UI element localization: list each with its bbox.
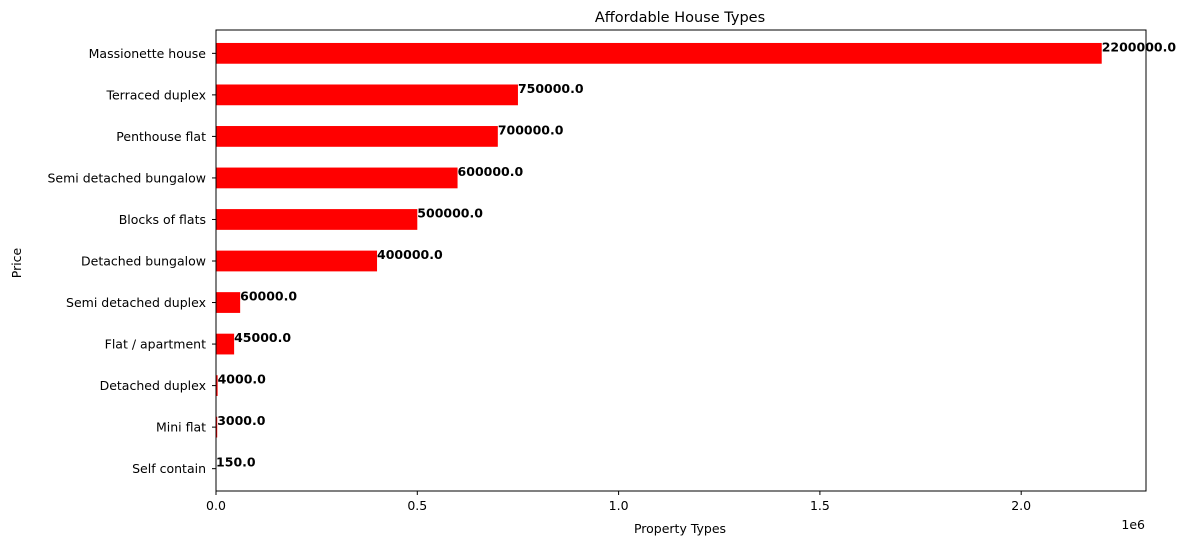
y-tick-label: Detached bungalow <box>81 254 206 269</box>
y-axis-label: Price <box>9 247 24 278</box>
x-tick-label: 0.0 <box>206 498 226 513</box>
y-tick-label: Penthouse flat <box>116 129 206 144</box>
data-label: 700000.0 <box>498 122 564 137</box>
bar <box>216 416 218 438</box>
bar <box>216 209 418 230</box>
data-label: 500000.0 <box>417 205 483 220</box>
data-label: 4000.0 <box>218 372 267 387</box>
data-label: 750000.0 <box>518 81 584 96</box>
data-label: 600000.0 <box>458 164 524 179</box>
y-tick-label: Semi detached duplex <box>66 295 206 310</box>
data-label: 2200000.0 <box>1102 39 1177 54</box>
data-label: 400000.0 <box>377 247 443 262</box>
bar <box>216 333 235 355</box>
x-axis-label: Property Types <box>634 521 726 536</box>
y-axis-ticks: Massionette house Terraced duplex Penthous… <box>47 46 216 476</box>
x-tick-label: 1.0 <box>609 498 629 513</box>
bar <box>216 292 241 313</box>
bar <box>216 126 498 147</box>
y-tick-label: Terraced duplex <box>105 87 206 102</box>
y-tick-label: Self contain <box>132 461 206 476</box>
data-label: 150.0 <box>216 455 256 470</box>
bar <box>216 167 458 189</box>
y-tick-label: Flat / apartment <box>105 337 206 352</box>
x-tick-label: 0.5 <box>407 498 427 513</box>
x-axis-ticks: 0.0 0.5 1.0 1.5 2.0 <box>206 491 1031 513</box>
x-tick-label: 1.5 <box>810 498 830 513</box>
bar <box>216 250 378 272</box>
chart-title: Affordable House Types <box>595 10 765 26</box>
bars-layer <box>216 42 1102 480</box>
data-label: 60000.0 <box>240 289 297 304</box>
plot-frame <box>215 29 1147 492</box>
data-labels-layer: 2200000.0 750000.0 700000.0 600000.0 500000.… <box>216 39 1176 469</box>
y-tick-label: Semi detached bungalow <box>47 170 206 185</box>
data-label: 45000.0 <box>234 330 291 345</box>
y-tick-label: Massionette house <box>89 46 207 61</box>
bar <box>216 84 518 106</box>
bar <box>216 42 1102 64</box>
bar <box>216 375 218 396</box>
y-tick-label: Mini flat <box>156 420 206 435</box>
y-tick-label: Detached duplex <box>100 378 206 393</box>
x-tick-label: 2.0 <box>1011 498 1031 513</box>
x-axis-offset-label: 1e6 <box>1121 517 1145 532</box>
data-label: 3000.0 <box>217 413 266 428</box>
y-tick-label: Blocks of flats <box>119 212 206 227</box>
